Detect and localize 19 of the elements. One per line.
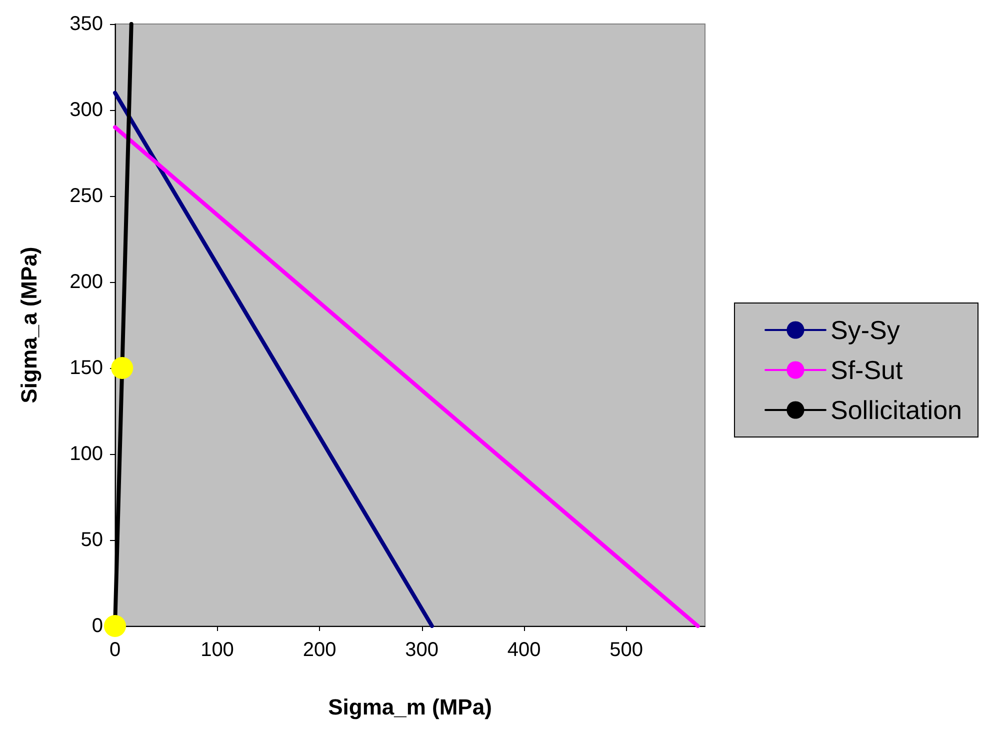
legend-label: Sollicitation (830, 395, 962, 425)
x-tick-label: 200 (302, 639, 336, 661)
y-tick-label: 100 (70, 443, 103, 465)
y-tick-label: 0 (92, 615, 103, 637)
y-tick-label: 300 (70, 99, 103, 121)
y-tick-label: 350 (70, 13, 103, 35)
x-axis-title: Sigma_m (MPa) (328, 694, 492, 720)
x-tick-label: 0 (109, 639, 121, 661)
x-tick-label: 400 (507, 639, 541, 661)
y-tick-label: 250 (70, 185, 103, 207)
y-tick-label: 200 (70, 271, 103, 293)
y-tick-label: 50 (80, 529, 103, 551)
x-tick-label: 300 (405, 639, 438, 661)
legend-label: Sf-Sut (830, 355, 904, 385)
y-tick-label: 150 (70, 357, 103, 379)
legend-label: Sy-Sy (830, 315, 900, 345)
x-tick-label: 500 (610, 639, 643, 661)
x-tick-label: 100 (200, 639, 234, 661)
y-axis-title: Sigma_a (MPa) (16, 246, 42, 404)
